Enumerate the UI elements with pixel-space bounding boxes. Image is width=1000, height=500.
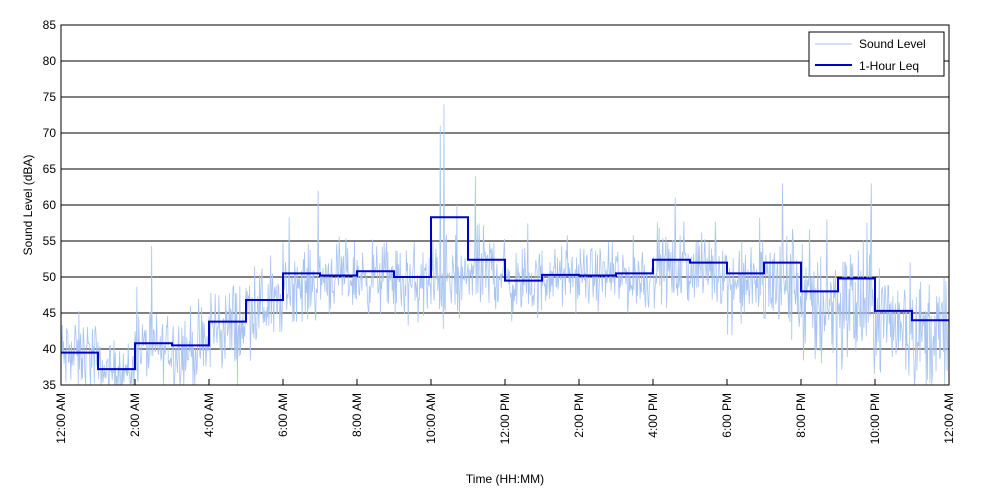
series-line-1-hour-leq: [61, 216, 949, 371]
y-axis-title: Sound Level (dBA): [21, 155, 35, 256]
y-tick-label: 60: [43, 198, 57, 212]
x-tick-label: 6:00 AM: [276, 393, 290, 437]
y-tick-label: 75: [43, 90, 57, 104]
y-tick-label: 35: [43, 378, 57, 392]
x-axis-title: Time (HH:MM): [466, 472, 544, 486]
y-tick-label: 55: [43, 234, 57, 248]
y-tick-label: 65: [43, 162, 57, 176]
x-tick-label: 4:00 AM: [202, 393, 216, 437]
x-tick-label: 8:00 AM: [350, 393, 364, 437]
x-axis-ticks: 12:00 AM 2:00 AM 4:00 AM 6:00 AM 8:00 AM 10:0…: [54, 379, 956, 444]
y-tick-label: 45: [43, 306, 57, 320]
legend-label-sound-level: Sound Level: [859, 37, 926, 51]
legend: Sound Level 1-Hour Leq: [808, 31, 945, 77]
x-tick-label: 4:00 PM: [646, 393, 660, 438]
x-tick-label: 10:00 AM: [424, 393, 438, 444]
x-tick-label: 6:00 PM: [720, 393, 734, 438]
x-tick-label: 2:00 AM: [128, 393, 142, 437]
y-tick-label: 50: [43, 270, 57, 284]
x-tick-label: 2:00 PM: [572, 393, 586, 438]
plot-series-group: [60, 104, 949, 386]
legend-box: [808, 31, 945, 77]
y-tick-label: 40: [43, 342, 57, 356]
y-tick-label: 85: [43, 18, 57, 32]
y-axis-ticks: 35 40 45 50 55 60 65 70 75 80 85: [43, 18, 57, 392]
x-tick-label: 8:00 PM: [794, 393, 808, 438]
y-tick-label: 70: [43, 126, 57, 140]
x-tick-label: 12:00 AM: [54, 393, 68, 444]
y-tick-label: 80: [43, 54, 57, 68]
x-tick-label: 12:00 PM: [498, 393, 512, 444]
x-tick-label: 10:00 PM: [868, 393, 882, 444]
x-tick-label: 12:00 AM: [942, 393, 956, 444]
legend-label-1-hour-leq: 1-Hour Leq: [859, 59, 919, 73]
